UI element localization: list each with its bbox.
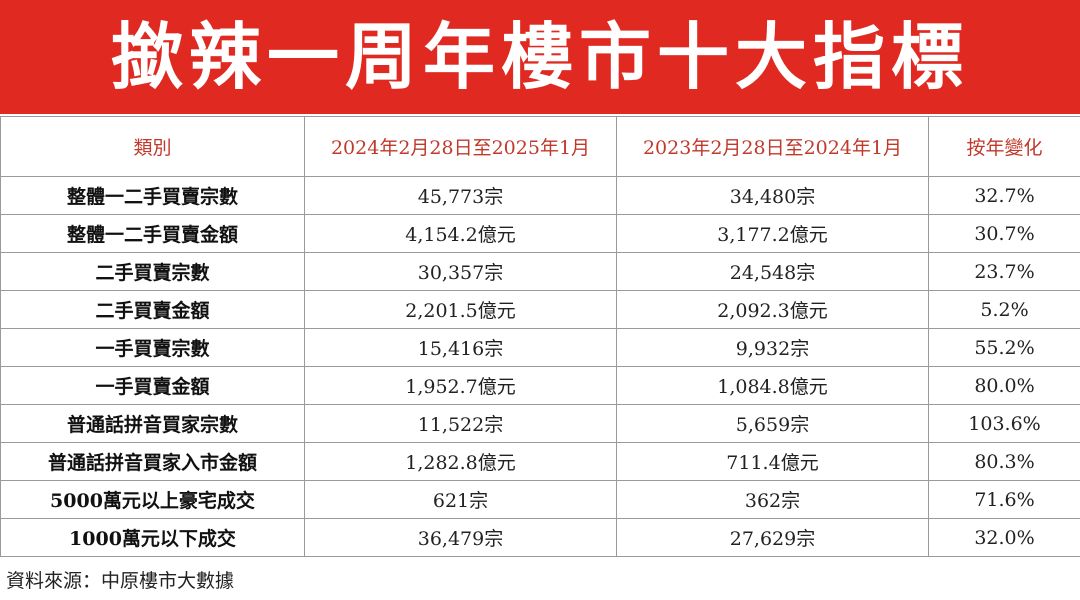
- page-title: 撳辣一周年樓市十大指標: [110, 14, 969, 99]
- current-value-cell: 1,282.8億元: [304, 442, 617, 481]
- table-row: 二手買賣金額 2,201.5億元 2,092.3億元 5.2%: [0, 290, 1080, 329]
- table-row: 一手買賣金額 1,952.7億元 1,084.8億元 80.0%: [0, 366, 1080, 405]
- current-value-cell: 621宗: [304, 480, 617, 519]
- current-value-cell: 11,522宗: [304, 404, 617, 443]
- previous-value-cell: 24,548宗: [616, 252, 929, 291]
- category-cell: 整體一二手買賣宗數: [0, 176, 305, 215]
- change-cell: 32.0%: [928, 518, 1080, 557]
- current-value-cell: 1,952.7億元: [304, 366, 617, 405]
- table-row: 整體一二手買賣金額 4,154.2億元 3,177.2億元 30.7%: [0, 214, 1080, 253]
- previous-value-cell: 362宗: [616, 480, 929, 519]
- category-cell: 5000萬元以上豪宅成交: [0, 480, 305, 519]
- category-cell: 二手買賣金額: [0, 290, 305, 329]
- table-row: 整體一二手買賣宗數 45,773宗 34,480宗 32.7%: [0, 176, 1080, 215]
- previous-value-cell: 5,659宗: [616, 404, 929, 443]
- table-header-row: 類別 2024年2月28日至2025年1月 2023年2月28日至2024年1月…: [0, 116, 1080, 177]
- title-banner: 撳辣一周年樓市十大指標: [0, 0, 1080, 114]
- change-cell: 80.0%: [928, 366, 1080, 405]
- previous-value-cell: 711.4億元: [616, 442, 929, 481]
- header-previous-period: 2023年2月28日至2024年1月: [616, 116, 929, 177]
- table-row: 一手買賣宗數 15,416宗 9,932宗 55.2%: [0, 328, 1080, 367]
- current-value-cell: 4,154.2億元: [304, 214, 617, 253]
- source-note: 資料來源：中原樓市大數據: [6, 570, 235, 592]
- change-cell: 5.2%: [928, 290, 1080, 329]
- table-row: 普通話拼音買家宗數 11,522宗 5,659宗 103.6%: [0, 404, 1080, 443]
- category-cell: 1000萬元以下成交: [0, 518, 305, 557]
- header-current-period: 2024年2月28日至2025年1月: [304, 116, 617, 177]
- change-cell: 32.7%: [928, 176, 1080, 215]
- header-yoy-change: 按年變化: [928, 116, 1080, 177]
- change-cell: 80.3%: [928, 442, 1080, 481]
- current-value-cell: 45,773宗: [304, 176, 617, 215]
- table-row: 5000萬元以上豪宅成交 621宗 362宗 71.6%: [0, 480, 1080, 519]
- previous-value-cell: 1,084.8億元: [616, 366, 929, 405]
- previous-value-cell: 34,480宗: [616, 176, 929, 215]
- previous-value-cell: 3,177.2億元: [616, 214, 929, 253]
- market-indicators-table: 類別 2024年2月28日至2025年1月 2023年2月28日至2024年1月…: [0, 116, 1080, 557]
- current-value-cell: 30,357宗: [304, 252, 617, 291]
- current-value-cell: 2,201.5億元: [304, 290, 617, 329]
- previous-value-cell: 9,932宗: [616, 328, 929, 367]
- change-cell: 71.6%: [928, 480, 1080, 519]
- previous-value-cell: 27,629宗: [616, 518, 929, 557]
- change-cell: 23.7%: [928, 252, 1080, 291]
- table-row: 普通話拼音買家入市金額 1,282.8億元 711.4億元 80.3%: [0, 442, 1080, 481]
- previous-value-cell: 2,092.3億元: [616, 290, 929, 329]
- change-cell: 103.6%: [928, 404, 1080, 443]
- header-category: 類別: [0, 116, 305, 177]
- change-cell: 55.2%: [928, 328, 1080, 367]
- category-cell: 一手買賣宗數: [0, 328, 305, 367]
- current-value-cell: 15,416宗: [304, 328, 617, 367]
- category-cell: 二手買賣宗數: [0, 252, 305, 291]
- category-cell: 一手買賣金額: [0, 366, 305, 405]
- category-cell: 普通話拼音買家入市金額: [0, 442, 305, 481]
- current-value-cell: 36,479宗: [304, 518, 617, 557]
- table-row: 1000萬元以下成交 36,479宗 27,629宗 32.0%: [0, 518, 1080, 557]
- table-row: 二手買賣宗數 30,357宗 24,548宗 23.7%: [0, 252, 1080, 291]
- category-cell: 整體一二手買賣金額: [0, 214, 305, 253]
- category-cell: 普通話拼音買家宗數: [0, 404, 305, 443]
- change-cell: 30.7%: [928, 214, 1080, 253]
